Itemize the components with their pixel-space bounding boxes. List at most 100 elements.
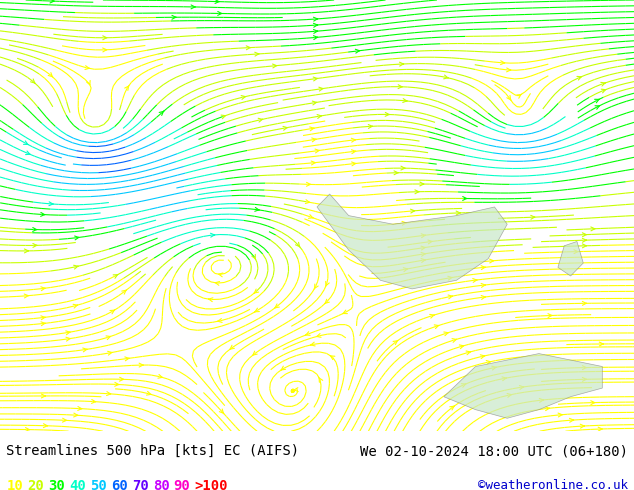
FancyArrowPatch shape [420,182,424,186]
FancyArrowPatch shape [601,89,606,93]
FancyArrowPatch shape [108,351,112,355]
FancyArrowPatch shape [191,5,195,9]
FancyArrowPatch shape [492,366,496,370]
FancyArrowPatch shape [315,149,320,153]
Text: 60: 60 [111,479,127,490]
FancyArrowPatch shape [313,24,318,27]
FancyArrowPatch shape [415,190,419,194]
FancyArrowPatch shape [103,48,107,52]
FancyArrowPatch shape [49,202,53,206]
FancyArrowPatch shape [403,268,408,271]
Text: Streamlines 500 hPa [kts] EC (AIFS): Streamlines 500 hPa [kts] EC (AIFS) [6,444,299,458]
FancyArrowPatch shape [311,342,315,346]
Text: 50: 50 [90,479,107,490]
FancyArrowPatch shape [428,240,432,244]
FancyArrowPatch shape [255,308,259,312]
Text: We 02-10-2024 18:00 UTC (06+180): We 02-10-2024 18:00 UTC (06+180) [359,444,628,458]
Text: ©weatheronline.co.uk: ©weatheronline.co.uk [477,479,628,490]
FancyArrowPatch shape [113,274,118,278]
Polygon shape [558,242,583,276]
FancyArrowPatch shape [540,398,543,402]
FancyArrowPatch shape [452,339,456,343]
FancyArrowPatch shape [43,424,48,428]
FancyArrowPatch shape [120,377,124,381]
FancyArrowPatch shape [583,233,586,237]
FancyArrowPatch shape [591,227,595,231]
FancyArrowPatch shape [325,281,329,287]
FancyArrowPatch shape [583,366,586,369]
FancyArrowPatch shape [306,332,310,335]
FancyArrowPatch shape [403,98,407,102]
Text: 20: 20 [27,479,44,490]
FancyArrowPatch shape [450,406,455,410]
FancyArrowPatch shape [599,342,604,346]
FancyArrowPatch shape [481,355,485,359]
FancyArrowPatch shape [25,151,30,155]
FancyArrowPatch shape [456,211,460,215]
FancyArrowPatch shape [23,141,28,145]
FancyArrowPatch shape [87,80,90,85]
FancyArrowPatch shape [219,409,224,414]
FancyArrowPatch shape [158,374,162,378]
FancyArrowPatch shape [473,278,477,282]
FancyArrowPatch shape [463,196,467,200]
Text: 10: 10 [6,479,23,490]
FancyArrowPatch shape [41,213,45,217]
Text: 70: 70 [132,479,148,490]
FancyArrowPatch shape [172,15,176,19]
FancyArrowPatch shape [316,334,321,337]
FancyArrowPatch shape [25,249,29,253]
FancyArrowPatch shape [319,377,323,382]
FancyArrowPatch shape [209,298,213,302]
FancyArrowPatch shape [583,301,586,305]
FancyArrowPatch shape [330,356,335,360]
FancyArrowPatch shape [325,299,329,304]
FancyArrowPatch shape [421,246,425,250]
FancyArrowPatch shape [215,0,219,3]
FancyArrowPatch shape [466,351,470,355]
FancyArrowPatch shape [255,207,259,211]
FancyArrowPatch shape [110,310,115,314]
FancyArrowPatch shape [502,377,507,381]
FancyArrowPatch shape [507,96,511,100]
FancyArrowPatch shape [410,209,415,213]
FancyArrowPatch shape [294,388,298,392]
Text: 40: 40 [69,479,86,490]
FancyArrowPatch shape [462,384,466,387]
FancyArrowPatch shape [30,79,36,83]
FancyArrowPatch shape [217,11,222,15]
FancyArrowPatch shape [481,284,486,287]
FancyArrowPatch shape [342,310,347,314]
FancyArrowPatch shape [421,252,425,256]
FancyArrowPatch shape [217,318,222,322]
FancyArrowPatch shape [252,254,256,260]
FancyArrowPatch shape [66,331,70,335]
FancyArrowPatch shape [393,341,398,344]
FancyArrowPatch shape [313,77,318,81]
FancyArrowPatch shape [48,73,53,77]
FancyArrowPatch shape [558,413,562,417]
FancyArrowPatch shape [139,363,143,367]
FancyArrowPatch shape [246,46,250,49]
FancyArrowPatch shape [103,36,107,40]
FancyArrowPatch shape [122,290,127,294]
FancyArrowPatch shape [507,393,512,397]
FancyArrowPatch shape [489,259,494,263]
FancyArrowPatch shape [313,101,317,105]
FancyArrowPatch shape [580,424,585,428]
FancyArrowPatch shape [313,29,318,33]
FancyArrowPatch shape [85,66,89,70]
FancyArrowPatch shape [241,96,245,99]
FancyArrowPatch shape [448,295,453,299]
FancyArrowPatch shape [591,401,595,405]
FancyArrowPatch shape [352,162,356,166]
FancyArrowPatch shape [531,215,535,219]
FancyArrowPatch shape [63,418,67,422]
FancyArrowPatch shape [24,294,29,298]
FancyArrowPatch shape [448,276,452,280]
FancyArrowPatch shape [309,215,313,219]
FancyArrowPatch shape [309,127,314,131]
FancyArrowPatch shape [574,250,578,254]
FancyArrowPatch shape [312,138,316,142]
FancyArrowPatch shape [306,200,310,203]
